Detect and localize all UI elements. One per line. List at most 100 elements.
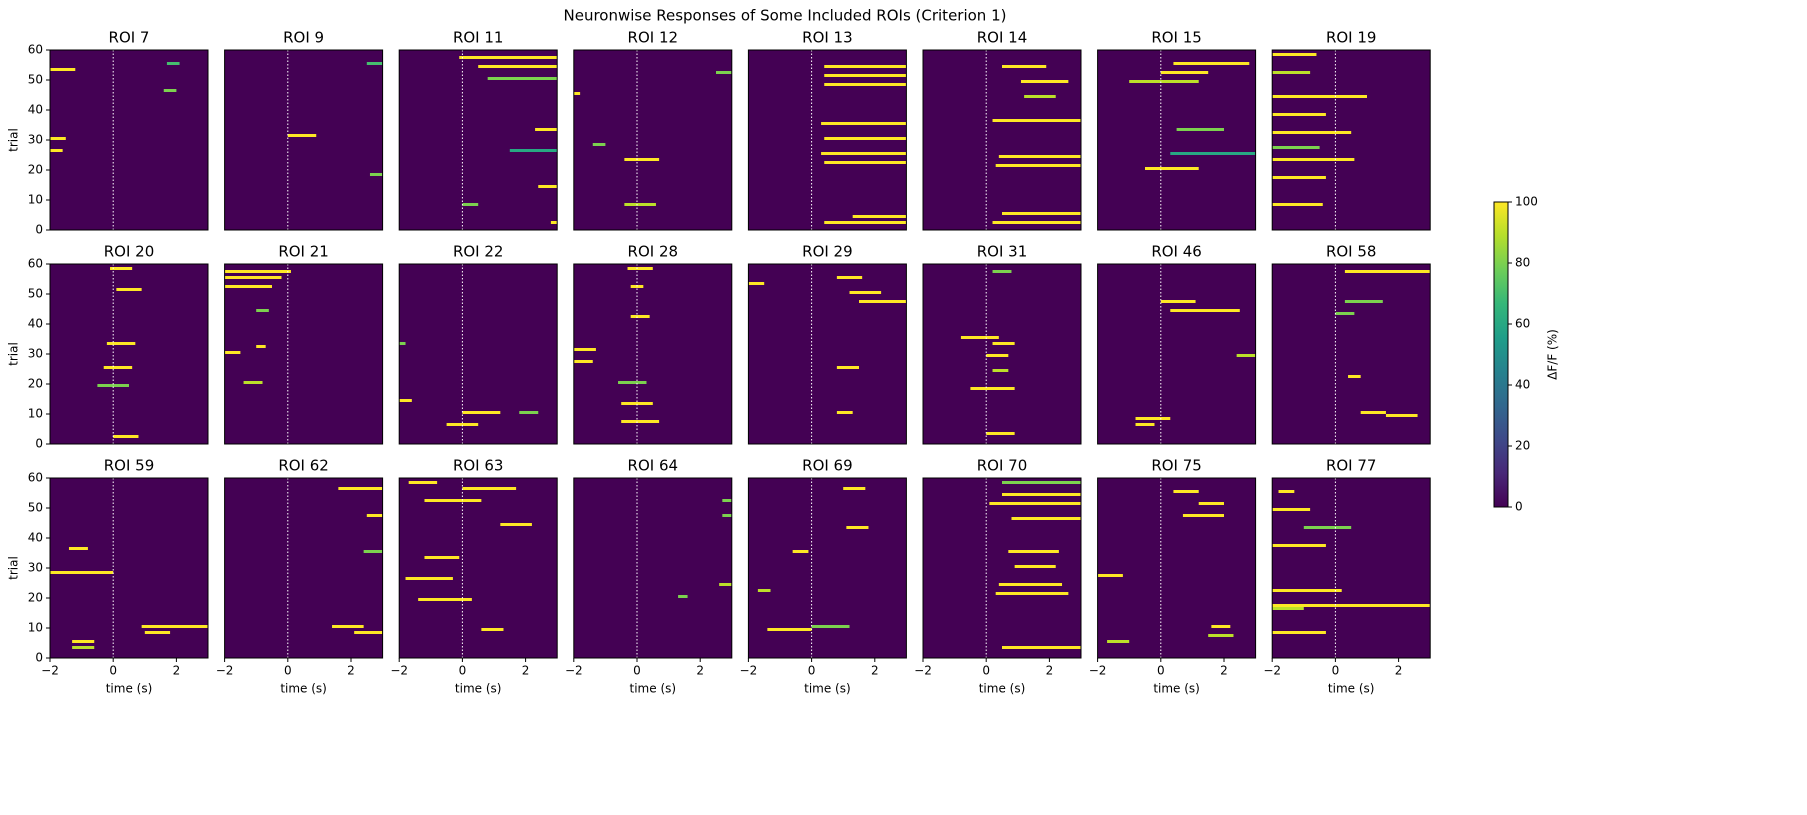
- panel-title: ROI 7: [109, 29, 150, 47]
- heatmap-cell: [1272, 146, 1320, 149]
- heatmap-cell: [1173, 490, 1199, 493]
- heatmap-cell: [1011, 517, 1081, 520]
- panel-title: ROI 63: [453, 457, 504, 475]
- heatmap-cell: [408, 481, 438, 484]
- y-tick-label: 30: [28, 347, 43, 361]
- heatmap-cell: [1272, 631, 1326, 634]
- colorbar: [1493, 201, 1509, 508]
- x-tick-label: 2: [1220, 664, 1228, 678]
- axes-frame: [573, 477, 733, 659]
- heatmap-cell: [1024, 95, 1056, 98]
- y-tick-label: 60: [28, 43, 43, 57]
- heatmap-cell: [1272, 589, 1342, 592]
- heatmap-cell: [166, 62, 180, 65]
- y-tick-label: 0: [35, 651, 43, 665]
- heatmap-cell: [287, 134, 317, 137]
- axes-frame: [1097, 49, 1257, 231]
- panel-title: ROI 64: [628, 457, 679, 475]
- heatmap-cell: [462, 487, 517, 490]
- heatmap-cell: [992, 119, 1081, 122]
- heatmap-cell: [1344, 270, 1431, 273]
- y-tick-label: 40: [28, 531, 43, 545]
- heatmap-cell: [1335, 312, 1355, 315]
- heatmap-background: [1097, 264, 1256, 444]
- heatmap-cell: [97, 384, 129, 387]
- y-tick-label: 60: [28, 257, 43, 271]
- heatmap-cell: [1272, 508, 1311, 511]
- heatmap-cell: [722, 499, 732, 502]
- heatmap-cell: [1008, 550, 1059, 553]
- heatmap-cell: [1385, 414, 1418, 417]
- axes-frame: [398, 49, 558, 231]
- colorbar-label: ΔF/F (%): [1546, 329, 1560, 380]
- panel-title: ROI 13: [802, 29, 853, 47]
- heatmap-cell: [824, 221, 907, 224]
- panel-title: ROI 12: [628, 29, 679, 47]
- y-axis-label: trial: [7, 556, 21, 580]
- x-tick-label: 2: [347, 664, 355, 678]
- heatmap-cell: [843, 487, 866, 490]
- heatmap-cell: [1129, 80, 1199, 83]
- heatmap-cell: [50, 149, 63, 152]
- heatmap-cell: [369, 173, 383, 176]
- y-axis-label: trial: [7, 342, 21, 366]
- heatmap-background: [224, 50, 383, 230]
- heatmap-cell: [538, 185, 558, 188]
- heatmap-cell: [1182, 514, 1224, 517]
- x-tick-label: −2: [390, 664, 408, 678]
- panel-title: ROI 28: [628, 243, 679, 261]
- heatmap-cell: [1272, 53, 1317, 56]
- x-tick-label: 0: [459, 664, 467, 678]
- heatmap-cell: [992, 369, 1009, 372]
- colorbar-tick-label: 20: [1515, 439, 1530, 453]
- heatmap-cell: [50, 137, 66, 140]
- heatmap-background: [573, 478, 732, 658]
- heatmap-cell: [1272, 95, 1367, 98]
- heatmap-cell: [852, 215, 907, 218]
- heatmap-cell: [1107, 640, 1130, 643]
- heatmap-cell: [1173, 62, 1250, 65]
- colorbar-tick-label: 0: [1515, 500, 1523, 514]
- heatmap-cell: [624, 203, 656, 206]
- heatmap-cell: [989, 502, 1081, 505]
- heatmap-cell: [1303, 526, 1352, 529]
- heatmap-cell: [418, 598, 472, 601]
- heatmap-cell: [459, 56, 558, 59]
- heatmap-cell: [821, 152, 907, 155]
- heatmap-cell: [550, 221, 558, 224]
- heatmap-cell: [859, 300, 907, 303]
- heatmap-cell: [256, 309, 269, 312]
- heatmap-cell: [998, 583, 1063, 586]
- heatmap-cell: [500, 523, 532, 526]
- panel-title: ROI 9: [283, 29, 324, 47]
- heatmap-cell: [1097, 574, 1123, 577]
- heatmap-cell: [363, 550, 383, 553]
- heatmap-cell: [141, 625, 208, 628]
- heatmap-background: [748, 264, 907, 444]
- panel-title: ROI 31: [977, 243, 1028, 261]
- axes-frame: [922, 477, 1082, 659]
- heatmap-cell: [1272, 113, 1326, 116]
- heatmap-cell: [1170, 152, 1256, 155]
- panel-title: ROI 62: [278, 457, 329, 475]
- heatmap-cell: [110, 267, 133, 270]
- heatmap-cell: [627, 267, 653, 270]
- heatmap-cell: [1211, 625, 1231, 628]
- heatmap-cell: [592, 143, 606, 146]
- x-tick-label: 0: [633, 664, 641, 678]
- heatmap-background: [1097, 50, 1256, 230]
- heatmap-background: [1097, 478, 1256, 658]
- heatmap-cell: [424, 499, 482, 502]
- heatmap-cell: [1002, 493, 1081, 496]
- panel-title: ROI 19: [1326, 29, 1377, 47]
- panel-title: ROI 14: [977, 29, 1028, 47]
- x-tick-label: 2: [1046, 664, 1054, 678]
- axes-frame: [398, 263, 558, 445]
- heatmap-cell: [224, 351, 241, 354]
- heatmap-cell: [399, 399, 412, 402]
- heatmap-cell: [748, 282, 765, 285]
- panel-title: ROI 21: [278, 243, 329, 261]
- heatmap-cell: [573, 92, 581, 95]
- heatmap-cell: [824, 83, 907, 86]
